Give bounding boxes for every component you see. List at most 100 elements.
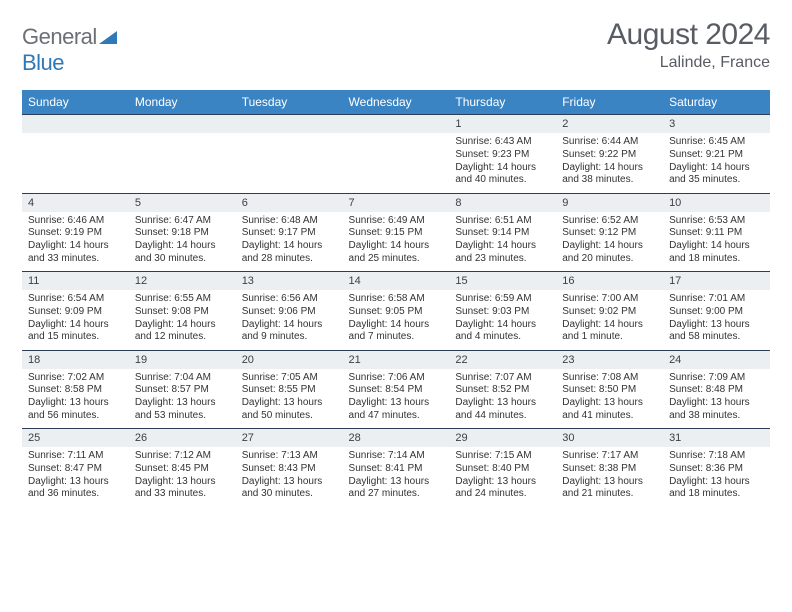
date-cell [343, 115, 450, 134]
date-cell: 14 [343, 272, 450, 291]
day2-text: and 24 minutes. [455, 488, 550, 501]
day1-text: Daylight: 14 hours [455, 319, 550, 332]
date-cell: 16 [556, 272, 663, 291]
day1-text: Daylight: 13 hours [562, 476, 657, 489]
date-cell: 12 [129, 272, 236, 291]
day2-text: and 58 minutes. [669, 331, 764, 344]
header: GeneralBlue August 2024 Lalinde, France [22, 18, 770, 76]
day2-text: and 50 minutes. [242, 410, 337, 423]
sunset-text: Sunset: 9:19 PM [28, 227, 123, 240]
day2-text: and 4 minutes. [455, 331, 550, 344]
day2-text: and 30 minutes. [242, 488, 337, 501]
day1-text: Daylight: 13 hours [242, 476, 337, 489]
info-cell: Sunrise: 6:52 AMSunset: 9:12 PMDaylight:… [556, 212, 663, 272]
triangle-icon [99, 24, 117, 50]
sunset-text: Sunset: 9:12 PM [562, 227, 657, 240]
day1-text: Daylight: 13 hours [669, 319, 764, 332]
sunset-text: Sunset: 8:57 PM [135, 384, 230, 397]
info-cell: Sunrise: 6:48 AMSunset: 9:17 PMDaylight:… [236, 212, 343, 272]
day2-text: and 25 minutes. [349, 253, 444, 266]
day1-text: Daylight: 14 hours [349, 319, 444, 332]
weekday-header: Monday [129, 90, 236, 115]
day2-text: and 38 minutes. [669, 410, 764, 423]
sunrise-text: Sunrise: 6:48 AM [242, 215, 337, 228]
day2-text: and 27 minutes. [349, 488, 444, 501]
info-row: Sunrise: 7:02 AMSunset: 8:58 PMDaylight:… [22, 369, 770, 429]
brand-part2: Blue [22, 50, 64, 75]
day1-text: Daylight: 13 hours [669, 397, 764, 410]
date-row: 123 [22, 115, 770, 134]
day2-text: and 35 minutes. [669, 174, 764, 187]
weekday-header-row: Sunday Monday Tuesday Wednesday Thursday… [22, 90, 770, 115]
location: Lalinde, France [607, 54, 770, 72]
day1-text: Daylight: 13 hours [28, 397, 123, 410]
date-cell: 1 [449, 115, 556, 134]
info-cell: Sunrise: 6:53 AMSunset: 9:11 PMDaylight:… [663, 212, 770, 272]
day2-text: and 41 minutes. [562, 410, 657, 423]
sunrise-text: Sunrise: 6:55 AM [135, 293, 230, 306]
sunrise-text: Sunrise: 7:11 AM [28, 450, 123, 463]
day2-text: and 18 minutes. [669, 488, 764, 501]
brand-logo: GeneralBlue [22, 18, 117, 76]
day1-text: Daylight: 13 hours [135, 397, 230, 410]
date-cell: 9 [556, 193, 663, 212]
info-cell: Sunrise: 7:00 AMSunset: 9:02 PMDaylight:… [556, 290, 663, 350]
info-row: Sunrise: 7:11 AMSunset: 8:47 PM Daylight:… [22, 447, 770, 507]
info-cell: Sunrise: 7:15 AMSunset: 8:40 PMDaylight:… [449, 447, 556, 507]
day2-text: and 33 minutes. [28, 253, 123, 266]
sunrise-text: Sunrise: 7:14 AM [349, 450, 444, 463]
date-cell: 18 [22, 350, 129, 369]
info-cell: Sunrise: 6:54 AMSunset: 9:09 PMDaylight:… [22, 290, 129, 350]
day1-text: Daylight: 14 hours [455, 240, 550, 253]
sunset-text: Sunset: 8:52 PM [455, 384, 550, 397]
day1-text: Daylight: 14 hours [28, 240, 123, 253]
date-cell: 19 [129, 350, 236, 369]
info-cell: Sunrise: 6:46 AMSunset: 9:19 PMDaylight:… [22, 212, 129, 272]
date-cell: 13 [236, 272, 343, 291]
info-cell: Sunrise: 6:55 AMSunset: 9:08 PMDaylight:… [129, 290, 236, 350]
day1-text: Daylight: 14 hours [562, 319, 657, 332]
day2-text: and 12 minutes. [135, 331, 230, 344]
sunrise-text: Sunrise: 6:44 AM [562, 136, 657, 149]
sunset-text: Sunset: 9:11 PM [669, 227, 764, 240]
day2-text: and 53 minutes. [135, 410, 230, 423]
info-cell [22, 133, 129, 193]
info-cell: Sunrise: 7:08 AMSunset: 8:50 PMDaylight:… [556, 369, 663, 429]
date-cell: 20 [236, 350, 343, 369]
sunset-text: Sunset: 9:18 PM [135, 227, 230, 240]
day1-text: Daylight: 13 hours [242, 397, 337, 410]
date-cell: 3 [663, 115, 770, 134]
title-block: August 2024 Lalinde, France [607, 18, 770, 72]
info-cell: Sunrise: 6:45 AMSunset: 9:21 PMDaylight:… [663, 133, 770, 193]
date-cell: 4 [22, 193, 129, 212]
info-cell: Sunrise: 7:07 AMSunset: 8:52 PMDaylight:… [449, 369, 556, 429]
date-cell: 11 [22, 272, 129, 291]
info-cell: Sunrise: 6:58 AMSunset: 9:05 PMDaylight:… [343, 290, 450, 350]
info-cell: Sunrise: 7:05 AMSunset: 8:55 PMDaylight:… [236, 369, 343, 429]
sunrise-text: Sunrise: 6:46 AM [28, 215, 123, 228]
sunrise-text: Sunrise: 7:04 AM [135, 372, 230, 385]
date-cell: 5 [129, 193, 236, 212]
date-cell: 24 [663, 350, 770, 369]
day1-text: Daylight: 14 hours [242, 240, 337, 253]
day2-text: and 36 minutes. [28, 488, 123, 501]
info-row: Sunrise: 6:54 AMSunset: 9:09 PMDaylight:… [22, 290, 770, 350]
sunset-text: Sunset: 8:47 PM [28, 463, 123, 476]
sunset-text: Sunset: 8:50 PM [562, 384, 657, 397]
sunrise-text: Sunrise: 6:53 AM [669, 215, 764, 228]
brand-part1: General [22, 24, 97, 49]
day2-text: and 33 minutes. [135, 488, 230, 501]
sunset-text: Sunset: 9:14 PM [455, 227, 550, 240]
sunrise-text: Sunrise: 7:00 AM [562, 293, 657, 306]
info-cell: Sunrise: 7:13 AMSunset: 8:43 PMDaylight:… [236, 447, 343, 507]
sunset-text: Sunset: 9:00 PM [669, 306, 764, 319]
sunset-text: Sunset: 8:43 PM [242, 463, 337, 476]
day1-text: Daylight: 14 hours [242, 319, 337, 332]
date-cell: 28 [343, 429, 450, 448]
day2-text: and 21 minutes. [562, 488, 657, 501]
day2-text: and 20 minutes. [562, 253, 657, 266]
date-cell: 10 [663, 193, 770, 212]
day2-text: and 15 minutes. [28, 331, 123, 344]
day1-text: Daylight: 14 hours [562, 162, 657, 175]
date-cell: 31 [663, 429, 770, 448]
